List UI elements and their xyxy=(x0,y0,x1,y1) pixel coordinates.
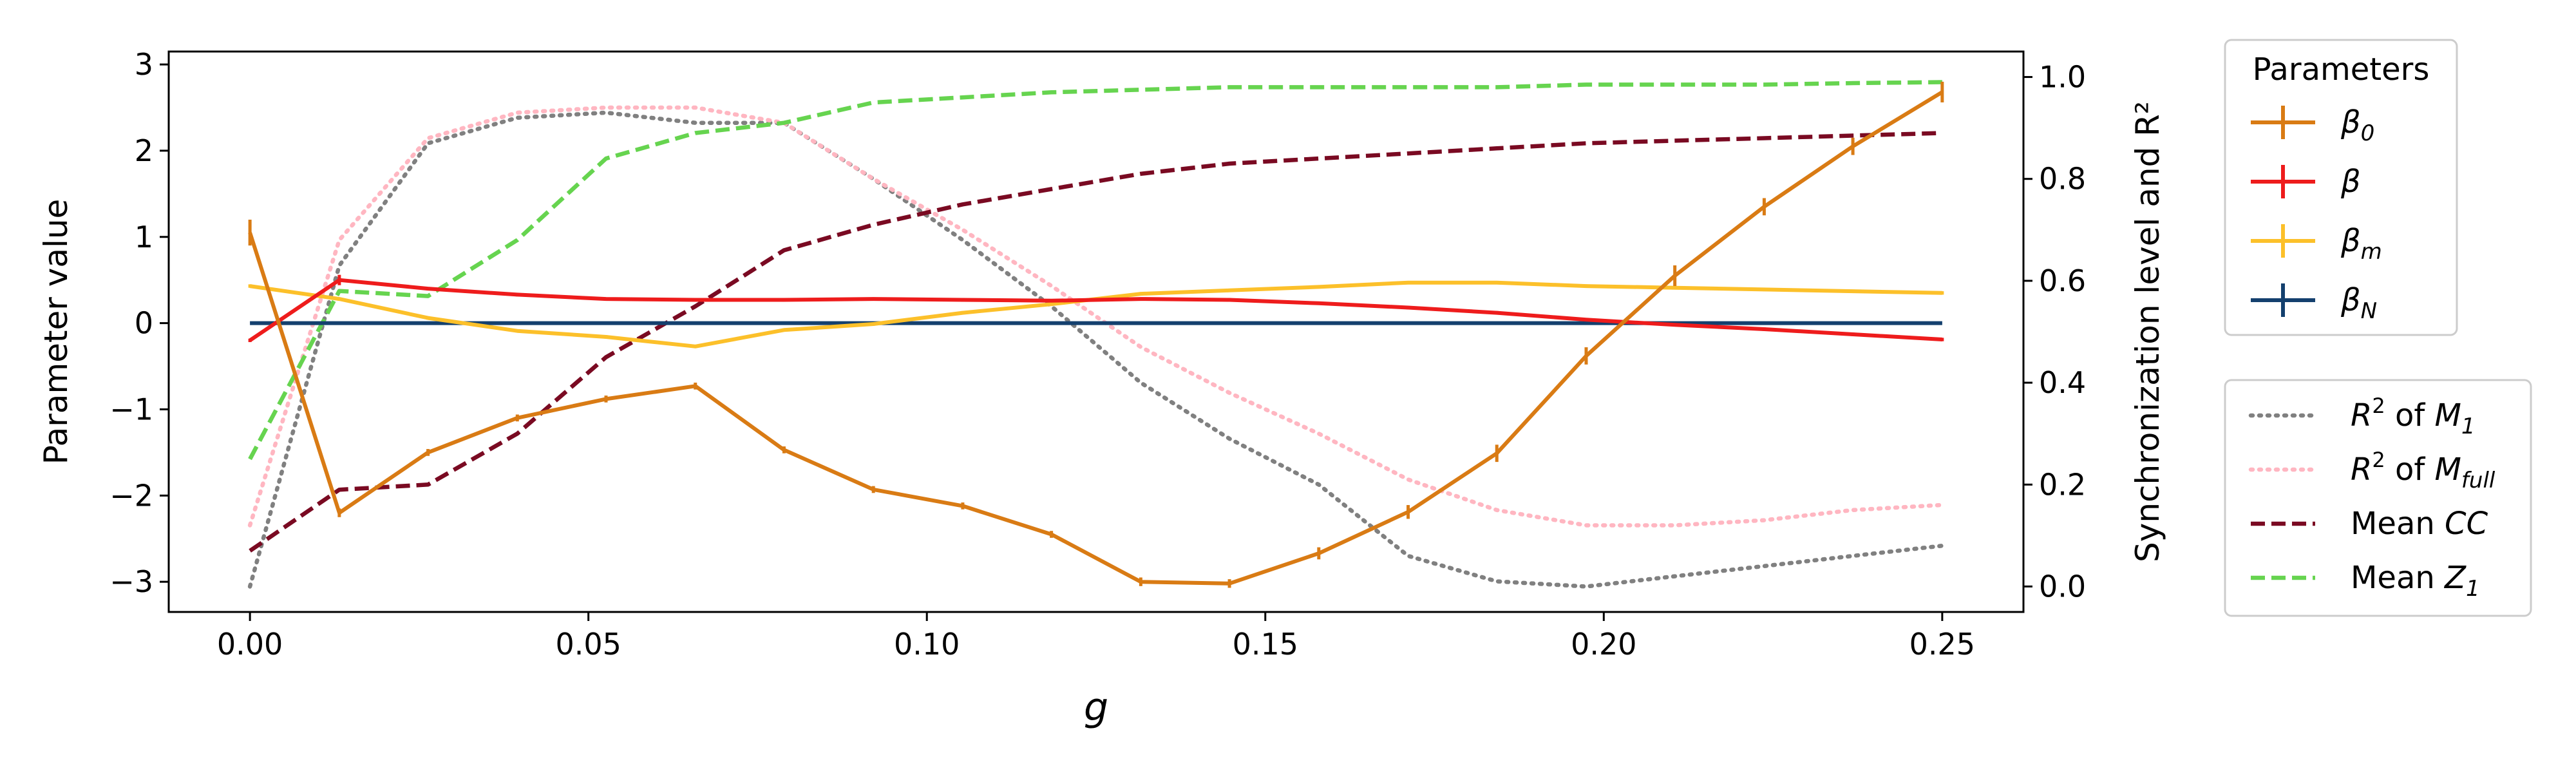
legend-parameter-item: βm xyxy=(2251,223,2382,265)
y-left-tick-label: 3 xyxy=(135,47,153,82)
y-right-tick-label: 0.6 xyxy=(2039,263,2086,298)
legend-parameter-item: β xyxy=(2251,164,2361,200)
legend-sync: R2 of M1 R2 of Mfull Mean CC Mean Z1 xyxy=(2224,379,2532,617)
y-right-tick-label: 0.2 xyxy=(2039,467,2086,502)
y-right-tick-label: 0.4 xyxy=(2039,365,2086,400)
y-right-axis: 0.0 0.2 0.4 0.6 0.8 1.0 xyxy=(2023,60,2086,604)
series-r2_m1 xyxy=(247,110,1945,589)
series-line-beta0 xyxy=(248,90,1944,586)
y-left-tick-label: −3 xyxy=(109,564,153,599)
legend-parameters-entries: β0 β βm βN xyxy=(2251,104,2382,324)
x-tick-label: 0.20 xyxy=(1571,627,1636,662)
legend-parameter-label: β xyxy=(2340,164,2361,200)
legend-sync-item: Mean CC xyxy=(2251,506,2488,542)
plot-frame xyxy=(167,50,2025,613)
legend-sync-entries: R2 of M1 R2 of Mfull Mean CC Mean Z1 xyxy=(2248,394,2496,602)
y-right-tick-label: 0.0 xyxy=(2039,569,2086,604)
y-right-tick-label: 0.8 xyxy=(2039,162,2086,196)
legend-sync-frame xyxy=(2224,379,2532,617)
series-r2_mfull xyxy=(247,105,1945,528)
legend-parameter-item: βN xyxy=(2251,282,2377,324)
series-line-mean_cc xyxy=(249,131,1942,553)
x-axis-title: g xyxy=(1084,685,1108,730)
series-mean_z1 xyxy=(248,80,1942,461)
series-line-mean_z1 xyxy=(248,80,1942,461)
x-tick-label: 0.05 xyxy=(555,627,621,662)
legend-parameter-label: β0 xyxy=(2340,104,2374,146)
series-line-r2_mfull xyxy=(247,105,1945,528)
series-mean_cc xyxy=(249,131,1942,553)
legend-sync-item: R2 of Mfull xyxy=(2248,448,2496,493)
y-right-axis-title: Synchronization level and R² xyxy=(2129,101,2166,562)
legend-parameter-label: βN xyxy=(2340,282,2377,324)
legend-sync-item: R2 of M1 xyxy=(2248,394,2476,439)
legend-parameters-title: Parameters xyxy=(2253,52,2430,88)
x-tick-label: 0.25 xyxy=(1909,627,1975,662)
y-left-axis-title: Parameter value xyxy=(37,199,75,465)
x-tick-label: 0.10 xyxy=(894,627,960,662)
x-tick-label: 0.15 xyxy=(1233,627,1298,662)
legend-sync-label: R2 of M1 xyxy=(2351,394,2476,439)
series-layer xyxy=(247,80,1945,589)
y-left-tick-label: 1 xyxy=(135,220,153,254)
y-left-tick-label: −2 xyxy=(109,478,153,513)
plot-background xyxy=(169,52,2023,612)
y-left-axis: −3 −2 −1 0 1 2 3 xyxy=(109,47,169,599)
series-line-beta xyxy=(249,278,1943,342)
y-left-tick-label: −1 xyxy=(109,392,153,426)
y-right-tick-label: 1.0 xyxy=(2039,60,2086,95)
legend-sync-label: R2 of Mfull xyxy=(2351,448,2496,493)
y-left-tick-label: 2 xyxy=(135,133,153,168)
x-tick-label: 0.00 xyxy=(217,627,283,662)
y-left-tick-label: 0 xyxy=(135,306,153,341)
legend-parameter-label: βm xyxy=(2340,223,2382,265)
legend-sync-item: Mean Z1 xyxy=(2251,560,2480,602)
series-line-r2_m1 xyxy=(247,110,1945,589)
legend-sync-label: Mean CC xyxy=(2351,506,2488,542)
legend-sync-label: Mean Z1 xyxy=(2351,560,2480,602)
legend-parameter-item: β0 xyxy=(2251,104,2374,146)
series-beta xyxy=(248,274,1944,343)
legend-parameters: Parameters β0 β βm βN xyxy=(2224,39,2458,336)
x-axis: 0.00 0.05 0.10 0.15 0.20 0.25 xyxy=(217,612,1975,662)
series-beta0 xyxy=(248,81,1944,588)
